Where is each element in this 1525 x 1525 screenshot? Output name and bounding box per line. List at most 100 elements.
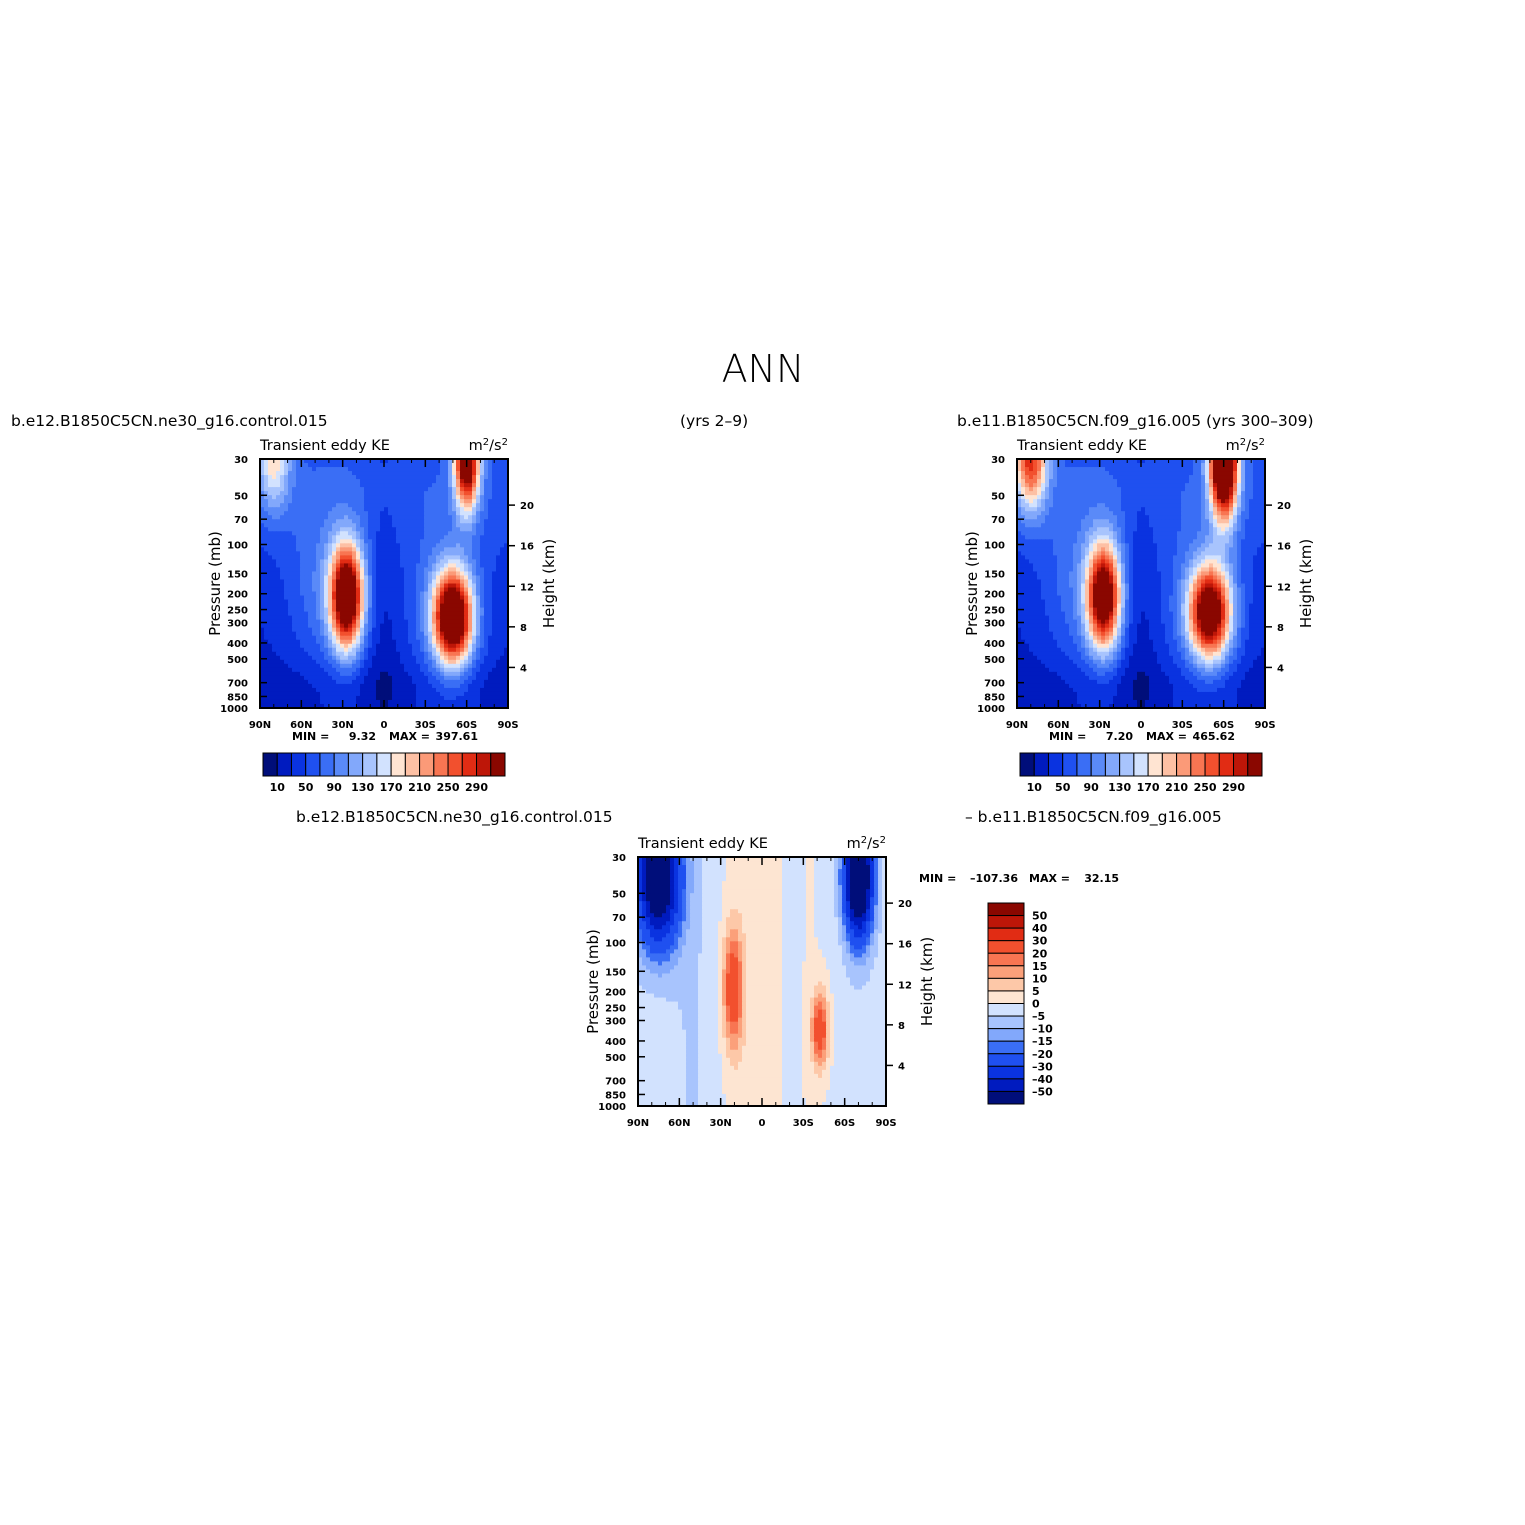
contour-cell <box>384 703 389 709</box>
contour-cell <box>1033 483 1038 488</box>
contour-cell <box>276 595 281 601</box>
contour-cell <box>304 651 309 657</box>
contour-cell <box>1113 503 1118 508</box>
contour-cell <box>348 563 353 569</box>
contour-cell <box>472 531 477 536</box>
contour-cell <box>416 695 421 701</box>
contour-cell <box>1245 503 1250 508</box>
contour-cell <box>1041 503 1046 508</box>
contour-cell <box>460 519 465 524</box>
contour-cell <box>1109 479 1114 484</box>
contour-cell <box>320 655 325 661</box>
contour-cell <box>352 459 357 464</box>
contour-cell <box>504 495 509 500</box>
contour-cell <box>264 567 269 573</box>
contour-cell <box>272 623 277 629</box>
contour-cell <box>304 467 309 472</box>
contour-cell <box>412 475 417 480</box>
contour-cell <box>320 547 325 552</box>
contour-cell <box>320 679 325 685</box>
contour-cell <box>480 555 485 561</box>
contour-cell <box>280 703 285 709</box>
contour-cell <box>348 647 353 653</box>
contour-cell <box>340 663 345 669</box>
contour-cell <box>496 543 501 548</box>
contour-cell <box>280 583 285 589</box>
units-label: m2/s2 <box>469 437 508 455</box>
contour-cell <box>320 667 325 673</box>
contour-cell <box>448 463 453 468</box>
contour-cell <box>316 615 321 621</box>
contour-cell <box>372 511 377 516</box>
contour-cell <box>304 495 309 500</box>
contour-cell <box>1201 507 1206 512</box>
contour-cell <box>276 635 281 641</box>
contour-cell <box>1117 499 1122 504</box>
contour-cell <box>1037 503 1042 508</box>
contour-cell <box>1117 487 1122 492</box>
contour-cell <box>468 551 473 556</box>
contour-cell <box>412 651 417 657</box>
contour-cell <box>436 607 441 613</box>
contour-cell <box>484 599 489 605</box>
contour-cell <box>460 663 465 669</box>
contour-cell <box>388 583 393 589</box>
contour-cell <box>408 499 413 504</box>
contour-cell <box>344 579 349 585</box>
contour-cell <box>336 659 341 665</box>
contour-cell <box>1141 511 1146 516</box>
contour-cell <box>492 531 497 536</box>
contour-cell <box>1097 487 1102 492</box>
contour-cell <box>484 503 489 508</box>
contour-cell <box>404 687 409 693</box>
contour-cell <box>280 479 285 484</box>
contour-cell <box>372 491 377 496</box>
contour-cell <box>1181 463 1186 468</box>
contour-cell <box>292 567 297 573</box>
contour-cell <box>428 543 433 548</box>
contour-cell <box>440 623 445 629</box>
contour-cell <box>296 639 301 645</box>
contour-cell <box>296 467 301 472</box>
contour-cell <box>292 467 297 472</box>
contour-cell <box>444 635 449 641</box>
contour-cell <box>1077 503 1082 508</box>
contour-cell <box>1213 499 1218 504</box>
contour-cell <box>292 695 297 701</box>
contour-cell <box>1237 491 1242 496</box>
contour-cell <box>1237 503 1242 508</box>
contour-cell <box>328 555 333 561</box>
contour-cell <box>460 475 465 480</box>
contour-cell <box>272 463 277 468</box>
contour-cell <box>408 559 413 565</box>
contour-cell <box>276 583 281 589</box>
contour-cell <box>504 647 509 653</box>
contour-cell <box>1101 511 1106 516</box>
contour-cell <box>440 631 445 637</box>
contour-cell <box>396 539 401 544</box>
contour-cell <box>392 643 397 649</box>
contour-cell <box>404 503 409 508</box>
contour-cell <box>1093 519 1098 524</box>
contour-cell <box>272 615 277 621</box>
contour-cell <box>452 531 457 536</box>
contour-cell <box>344 531 349 536</box>
contour-cell <box>356 675 361 681</box>
contour-cell <box>1105 511 1110 516</box>
contour-cell <box>1209 487 1214 492</box>
contour-cell <box>388 559 393 565</box>
contour-cell <box>320 539 325 544</box>
contour-cell <box>1217 519 1222 524</box>
contour-cell <box>1121 507 1126 512</box>
contour-cell <box>364 483 369 488</box>
contour-cell <box>1061 495 1066 500</box>
contour-cell <box>272 683 277 689</box>
contour-cell <box>472 699 477 705</box>
contour-cell <box>480 467 485 472</box>
contour-cell <box>344 643 349 649</box>
contour-cell <box>360 459 365 464</box>
contour-cell <box>352 675 357 681</box>
contour-cell <box>416 675 421 681</box>
contour-cell <box>372 655 377 661</box>
contour-cell <box>464 539 469 544</box>
